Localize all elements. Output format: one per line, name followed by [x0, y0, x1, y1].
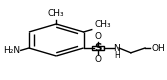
Text: H: H [114, 51, 120, 60]
Text: CH₃: CH₃ [95, 20, 112, 29]
Text: O: O [94, 32, 101, 41]
Text: S: S [94, 43, 102, 53]
Text: N: N [113, 44, 120, 52]
Text: CH₃: CH₃ [48, 9, 65, 18]
Text: H₂N: H₂N [3, 46, 20, 55]
Bar [92, 46, 104, 50]
Text: OH: OH [151, 44, 165, 52]
Text: O: O [94, 55, 101, 64]
